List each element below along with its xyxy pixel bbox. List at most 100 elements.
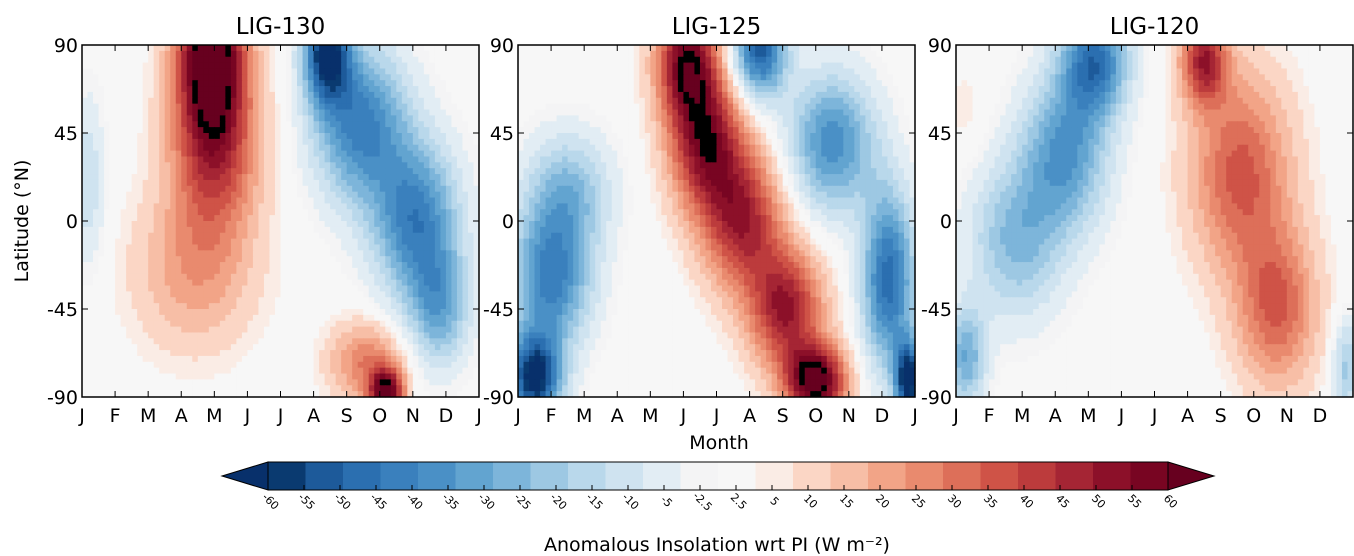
heatmap-cell <box>126 91 133 99</box>
heatmap-cell <box>252 385 260 392</box>
heatmap-cell <box>236 309 243 316</box>
heatmap-cell <box>881 62 889 70</box>
heatmap-cell <box>319 256 326 263</box>
heatmap-cell <box>214 314 221 322</box>
heatmap-cell <box>104 209 111 216</box>
heatmap-cell <box>137 121 144 128</box>
heatmap-cell <box>109 320 116 328</box>
heatmap-cell <box>352 197 359 204</box>
heatmap-cell <box>412 250 419 257</box>
heatmap-cell <box>467 209 475 216</box>
heatmap-cell <box>230 97 237 105</box>
heatmap-cell <box>297 385 304 392</box>
heatmap-cell <box>821 68 828 75</box>
heatmap-cell <box>396 56 403 64</box>
heatmap-cell <box>269 391 276 398</box>
heatmap-cell <box>363 367 370 375</box>
heatmap-cell <box>584 91 591 99</box>
heatmap-cell <box>363 168 370 175</box>
heatmap-cell <box>876 62 883 70</box>
heatmap-cell <box>434 267 441 275</box>
heatmap-cell <box>335 267 342 275</box>
heatmap-cell <box>451 197 458 204</box>
heatmap-cell <box>93 314 100 322</box>
heatmap-cell <box>214 168 221 175</box>
heatmap-cell <box>170 197 177 204</box>
heatmap-cell <box>159 45 166 52</box>
heatmap-cell <box>274 385 282 392</box>
heatmap-cell <box>280 209 287 216</box>
heatmap-cell <box>181 97 188 105</box>
heatmap-cell <box>793 74 800 81</box>
heatmap-cell <box>175 297 182 304</box>
heatmap-cell <box>352 133 359 140</box>
heatmap-cell <box>164 238 171 246</box>
heatmap-cell <box>445 226 453 234</box>
heatmap-cell <box>308 45 315 52</box>
heatmap-cell <box>523 68 530 75</box>
heatmap-cell <box>274 279 282 287</box>
heatmap-cell <box>137 103 144 111</box>
heatmap-cell <box>252 350 260 357</box>
heatmap-cell <box>208 121 215 128</box>
heatmap-cell <box>247 150 254 158</box>
heatmap-cell <box>302 97 309 105</box>
heatmap-cell <box>308 338 315 345</box>
heatmap-cell <box>269 350 276 357</box>
heatmap-cell <box>302 50 309 58</box>
heatmap-cell <box>826 80 833 87</box>
heatmap-cell <box>263 256 271 263</box>
heatmap-cell <box>252 91 260 99</box>
heatmap-cell <box>324 314 331 322</box>
heatmap-cell <box>252 344 260 351</box>
heatmap-cell <box>258 179 265 187</box>
heatmap-cell <box>346 256 353 263</box>
heatmap-cell <box>313 332 320 339</box>
heatmap-cell <box>175 62 182 70</box>
heatmap-cell <box>247 221 254 228</box>
heatmap-cell <box>230 45 237 52</box>
heatmap-cell <box>258 115 265 122</box>
heatmap-cell <box>324 221 331 228</box>
heatmap-cell <box>98 309 105 316</box>
heatmap-cell <box>93 203 100 210</box>
heatmap-cell <box>412 297 419 304</box>
heatmap-cell <box>407 320 414 328</box>
heatmap-cell <box>286 379 293 386</box>
heatmap-cell <box>467 267 475 275</box>
heatmap-cell <box>804 74 811 81</box>
heatmap-cell <box>252 244 260 251</box>
heatmap-cell <box>214 209 221 216</box>
heatmap-cell <box>280 109 287 116</box>
heatmap-cell <box>219 226 226 234</box>
heatmap-cell <box>230 138 237 146</box>
heatmap-cell <box>821 56 828 64</box>
heatmap-cell <box>385 174 392 181</box>
heatmap-cell <box>456 226 464 234</box>
heatmap-cell <box>451 68 458 75</box>
heatmap-cell <box>445 91 453 99</box>
heatmap-cell <box>423 127 430 134</box>
heatmap-cell <box>225 203 232 210</box>
heatmap-cell <box>589 86 596 93</box>
heatmap-cell <box>313 303 320 310</box>
heatmap-cell <box>324 80 331 87</box>
heatmap-cell <box>793 86 800 93</box>
heatmap-cell <box>639 86 646 93</box>
heatmap-cell <box>170 303 177 310</box>
heatmap-cell <box>418 250 425 257</box>
heatmap-cell <box>230 133 237 140</box>
heatmap-cell <box>363 56 370 64</box>
heatmap-cell <box>467 297 475 304</box>
heatmap-cell <box>93 379 100 386</box>
heatmap-cell <box>258 355 265 363</box>
heatmap-cell <box>429 156 436 163</box>
heatmap-cell <box>892 80 900 87</box>
heatmap-cell <box>308 232 315 240</box>
heatmap-cell <box>385 226 392 234</box>
heatmap-cell <box>727 45 734 52</box>
heatmap-cell <box>363 150 370 158</box>
heatmap-cell <box>87 109 94 116</box>
heatmap-cell <box>330 238 337 246</box>
heatmap-cell <box>385 80 392 87</box>
